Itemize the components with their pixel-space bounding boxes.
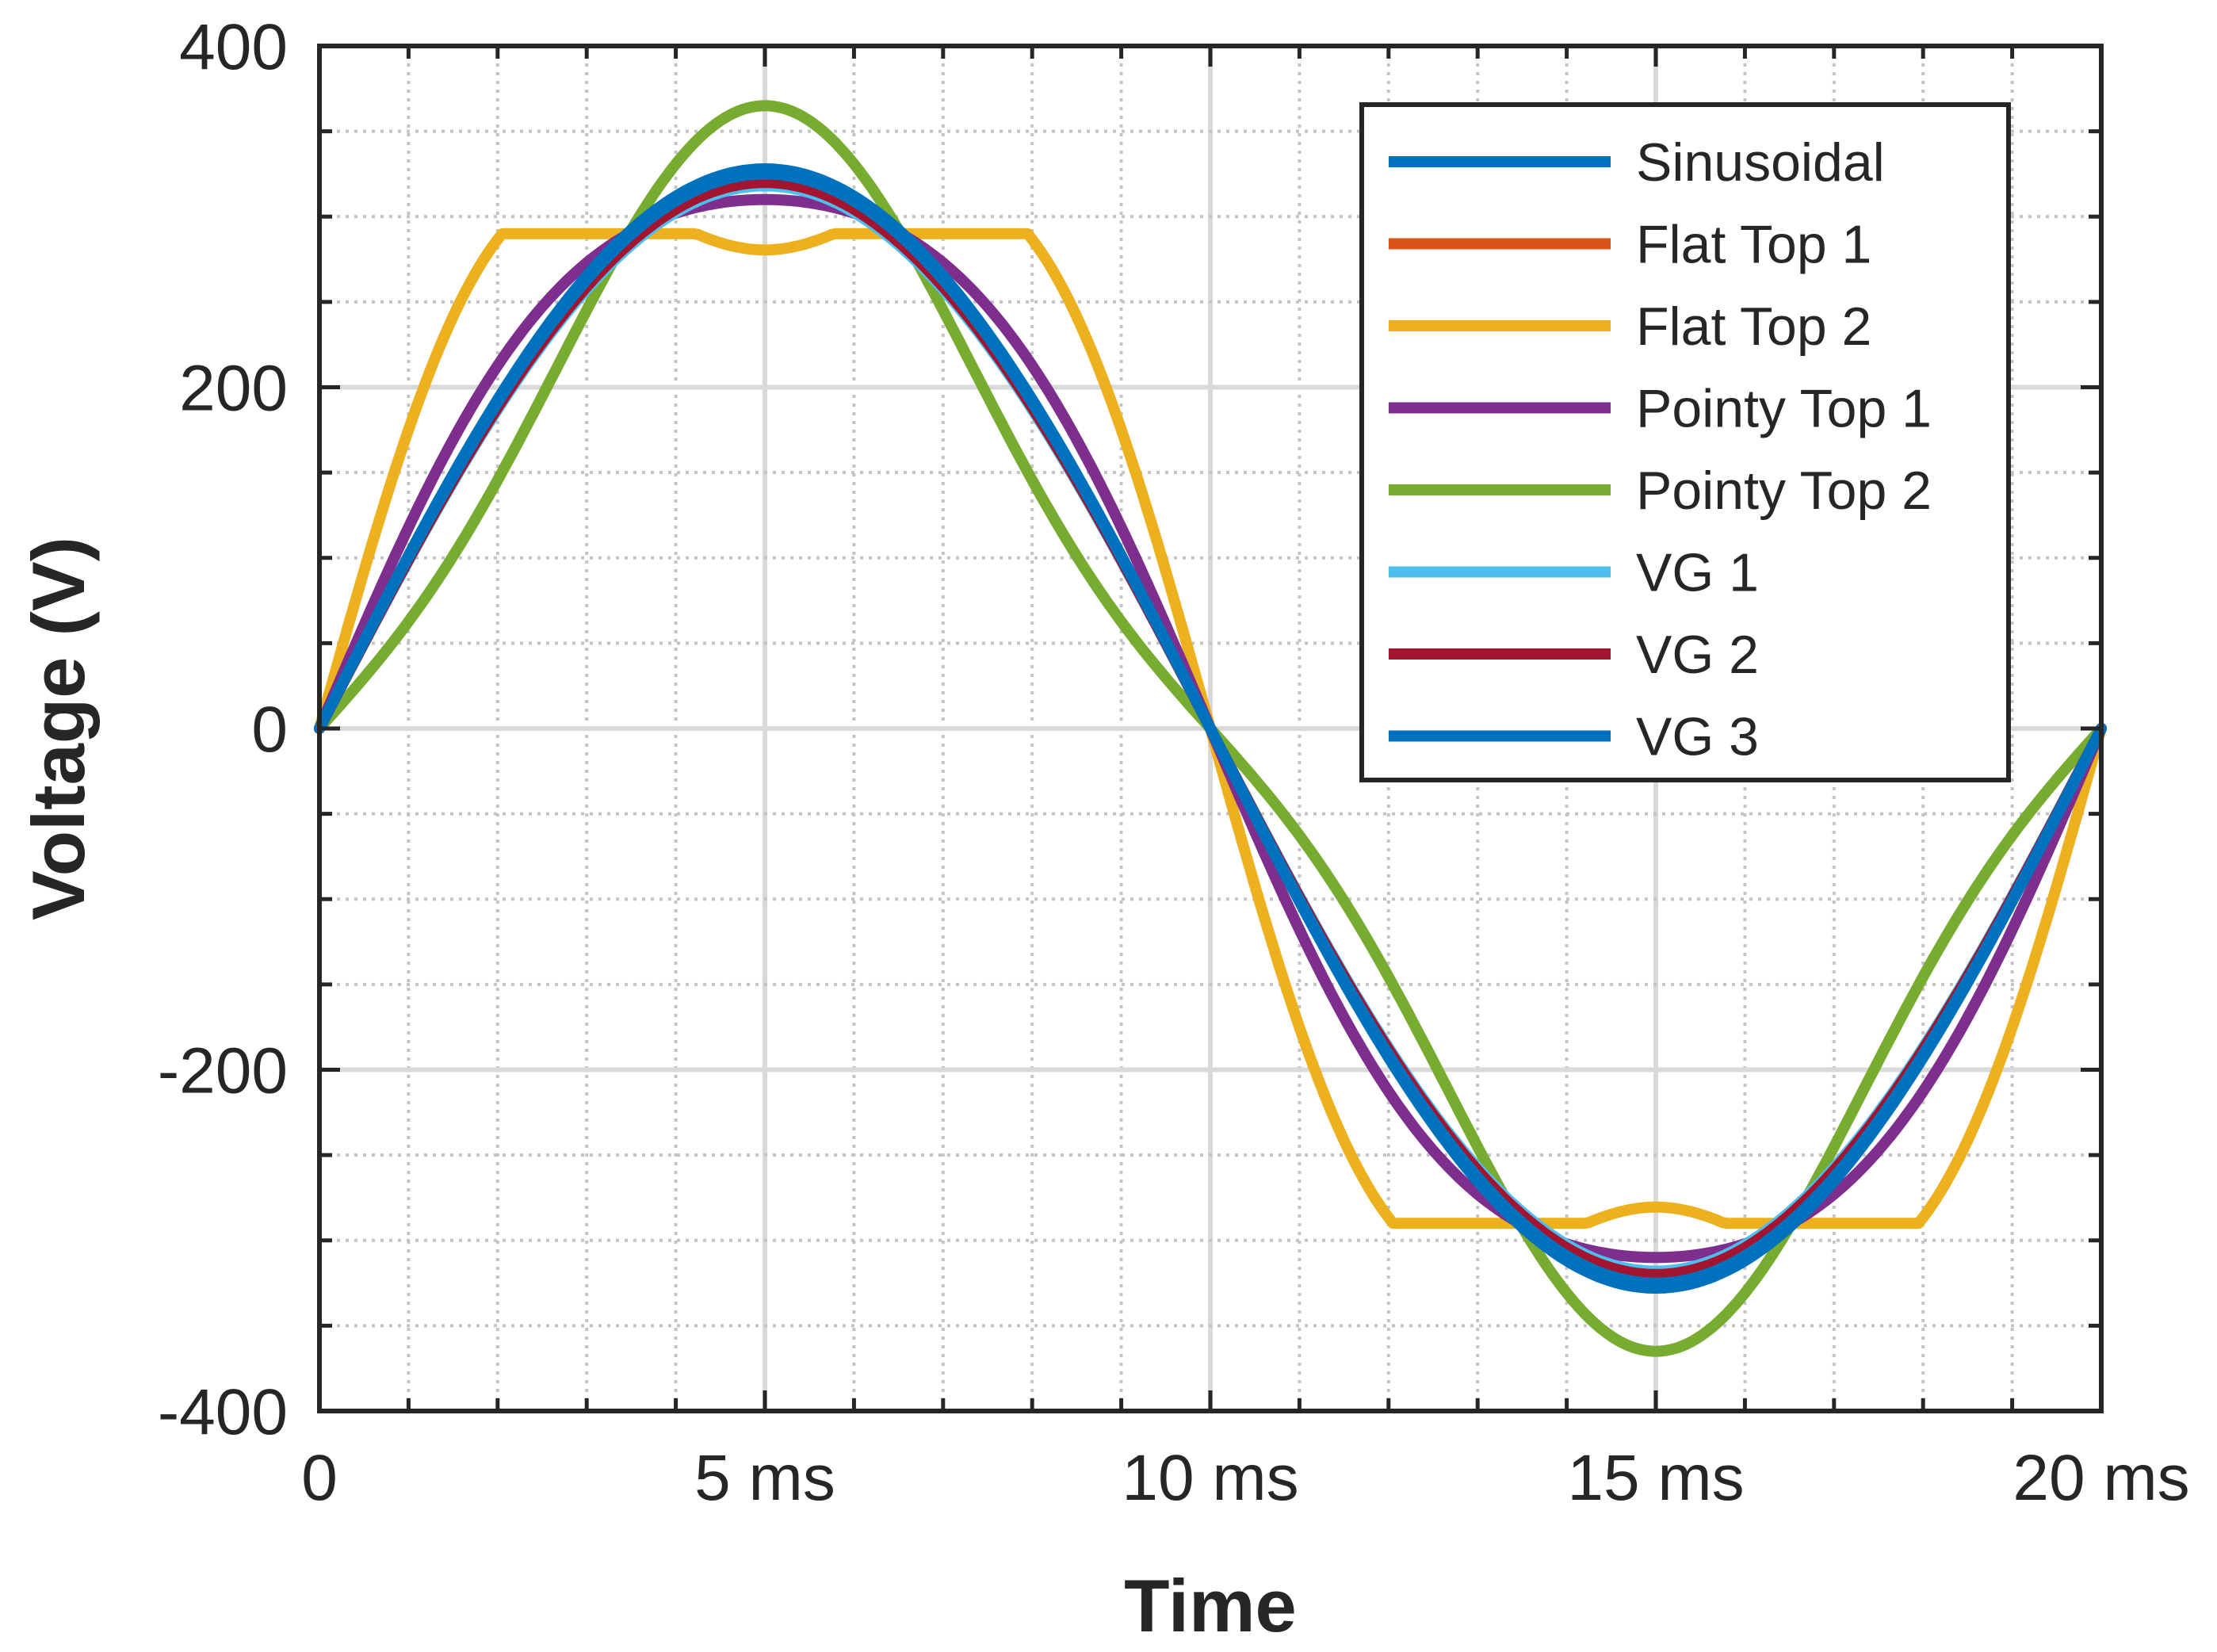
- legend-label: VG 2: [1636, 625, 1759, 685]
- y-tick-label: 200: [179, 353, 288, 425]
- x-axis-title: Time: [1124, 1564, 1297, 1647]
- legend-label: Flat Top 1: [1636, 215, 1871, 275]
- x-tick-label: 10 ms: [1122, 1442, 1298, 1514]
- y-tick-label: 400: [179, 11, 288, 83]
- legend-label: Flat Top 2: [1636, 296, 1871, 357]
- y-tick-labels: -400 -200 0 200 400: [158, 11, 288, 1448]
- y-tick-label: -400: [158, 1376, 288, 1448]
- series-lines: [314, 100, 2107, 1357]
- legend-label: Pointy Top 2: [1636, 461, 1932, 521]
- y-axis-title: Voltage (V): [17, 537, 100, 920]
- legend-box: [1359, 102, 2011, 782]
- legend-label: Pointy Top 1: [1636, 379, 1932, 439]
- x-tick-labels: 0 5 ms 10 ms 15 ms 20 ms: [301, 1442, 2189, 1514]
- series-line-vg-3: [314, 163, 2107, 1294]
- legend: Sinusoidal Flat Top 1 Flat Top 2 Pointy Top…: [1359, 102, 2011, 782]
- y-tick-label: 0: [251, 694, 288, 766]
- x-tick-label: 0: [301, 1442, 338, 1514]
- x-tick-label: 20 ms: [2013, 1442, 2189, 1514]
- x-tick-label: 15 ms: [1567, 1442, 1744, 1514]
- legend-label: VG 1: [1636, 543, 1759, 603]
- x-tick-label: 5 ms: [694, 1442, 835, 1514]
- axis-ticks: [317, 44, 2104, 1413]
- y-tick-label: -200: [158, 1035, 288, 1107]
- legend-label: Sinusoidal: [1636, 132, 1885, 193]
- legend-label: VG 3: [1636, 707, 1759, 767]
